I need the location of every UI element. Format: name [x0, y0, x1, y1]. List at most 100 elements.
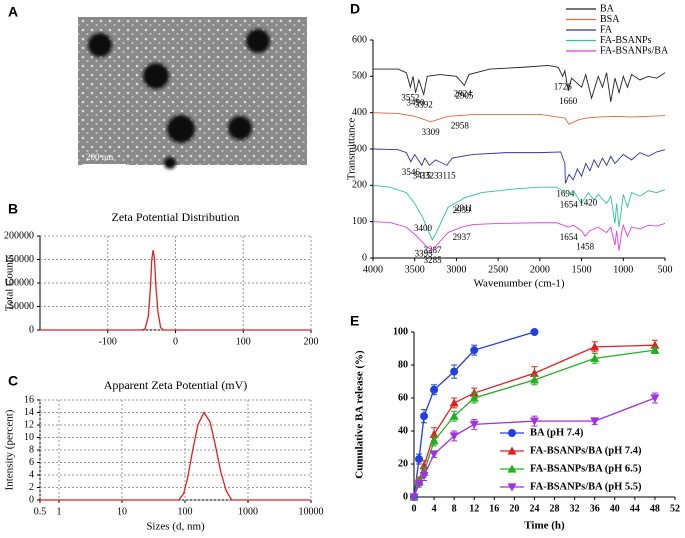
legend-label: FA-BSANPs/BA	[600, 45, 669, 56]
series-line	[372, 221, 666, 251]
data-point	[429, 450, 439, 459]
legend-item: FA-BSANPs/BA	[566, 45, 669, 56]
panel-a: A 200 nm	[8, 4, 307, 169]
panel-c: C Apparent Zeta Potential (mV) Sizes (d, n…	[4, 373, 324, 533]
x-tick-label: -100	[99, 336, 117, 347]
x-axis-label: Time (h)	[524, 520, 565, 532]
series-line	[373, 64, 666, 102]
peak-label: 1458	[576, 241, 595, 251]
y-tick-label: 0	[362, 252, 367, 263]
x-tick-label: 4000	[363, 264, 383, 275]
panel-label: D	[350, 1, 360, 17]
x-tick-label: 500	[658, 264, 673, 275]
legend-label: FA	[600, 24, 613, 35]
y-tick-label: 0	[29, 494, 34, 505]
peak-label: 1660	[559, 96, 578, 106]
x-tick-label: 1000	[238, 506, 258, 517]
y-axis-label: Intensity (percent)	[4, 409, 16, 490]
legend-marker	[507, 483, 517, 492]
data-point	[529, 375, 539, 384]
y-tick-label: 6	[29, 457, 34, 468]
y-tick-label: 0	[403, 491, 408, 502]
data-point	[529, 417, 539, 426]
y-tick-label: 100000	[4, 277, 34, 288]
peak-label: 3323	[420, 170, 439, 180]
chart-title: Zeta Potential Distribution	[112, 210, 240, 224]
x-tick-label: 52	[670, 503, 680, 514]
peak-label: 3546	[402, 167, 421, 177]
x-tick-label: 0	[173, 336, 178, 347]
data-point	[650, 394, 660, 403]
x-tick-label: 10	[117, 506, 127, 517]
peak-label: 3400	[414, 223, 433, 233]
x-tick-label: 36	[590, 503, 600, 514]
x-axis-label: Wavenumber (cm-1)	[473, 278, 564, 290]
x-tick-label: 2000	[530, 264, 550, 275]
data-point	[590, 342, 600, 351]
peak-label: 3309	[422, 127, 441, 137]
chart-title: Apparent Zeta Potential (mV)	[104, 378, 248, 392]
peak-label: 1726	[554, 81, 573, 91]
x-tick-label: 28	[550, 503, 560, 514]
legend-label: BA	[600, 3, 615, 14]
peak-label: 3490	[407, 98, 426, 108]
y-tick-label: 100	[352, 216, 367, 227]
x-tick-label: 40	[610, 503, 620, 514]
legend-item: BSA	[566, 14, 620, 25]
data-point	[530, 328, 539, 336]
peak-label: 2924	[454, 89, 473, 99]
x-tick-label: 32	[570, 503, 580, 514]
x-axis-label: Sizes (d, nm)	[146, 521, 205, 533]
x-tick-label: 4	[432, 503, 437, 514]
y-tick-label: 80	[398, 359, 408, 370]
legend-label: FA-BSANPs/BA (pH 7.4)	[530, 445, 642, 456]
y-tick-label: 0	[29, 324, 34, 335]
peak-label: 3285	[424, 255, 443, 265]
y-axis-label: Transmittance	[346, 118, 358, 181]
data-point	[449, 432, 459, 441]
tem-texture	[78, 17, 307, 165]
peak-label: 3115	[438, 170, 456, 180]
data-point	[414, 480, 424, 489]
x-tick-label: 2500	[488, 264, 508, 275]
series-line	[40, 250, 311, 331]
x-tick-label: 1	[56, 506, 61, 517]
panel-label: A	[8, 4, 18, 20]
series-line	[413, 331, 535, 498]
data-point	[590, 353, 600, 362]
y-tick-label: 300	[352, 143, 367, 154]
legend-item: FA-BSANPs/BA (pH 7.4)	[500, 445, 642, 456]
series-line	[372, 112, 666, 125]
legend-item: FA-BSANPs	[566, 35, 652, 46]
x-tick-label: 1500	[572, 264, 592, 275]
x-tick-label: 10000	[299, 506, 324, 517]
peak-label: 3392	[415, 100, 433, 110]
y-tick-label: 150000	[4, 254, 34, 265]
data-point	[469, 393, 479, 402]
legend-marker	[507, 446, 517, 455]
x-tick-label: 16	[489, 503, 499, 514]
data-point	[449, 398, 459, 407]
peak-label: 3552	[401, 92, 419, 102]
legend-label: FA-BSANPs	[600, 35, 652, 46]
y-axis-label: Cumulative BA release (%)	[354, 350, 366, 479]
legend-label: FA-BSANPs/BA (pH 5.5)	[530, 481, 642, 492]
y-tick-label: 2	[29, 482, 34, 493]
legend-label: FA-BSANPs/BA (pH 6.5)	[530, 463, 642, 474]
y-tick-label: 200	[352, 180, 367, 191]
x-tick-label: 200	[304, 336, 319, 347]
x-tick-label: 0	[412, 503, 417, 514]
series-line	[372, 184, 666, 241]
x-tick-label: 100	[236, 336, 251, 347]
x-tick-label: 44	[630, 503, 640, 514]
peak-label: 1654	[560, 199, 579, 209]
y-tick-label: 500	[352, 71, 367, 82]
peak-label: 2905	[455, 90, 474, 100]
data-point	[415, 455, 424, 464]
y-tick-label: 16	[24, 394, 34, 405]
scale-bar-label: 200 nm	[86, 152, 113, 162]
legend-marker	[508, 429, 516, 437]
